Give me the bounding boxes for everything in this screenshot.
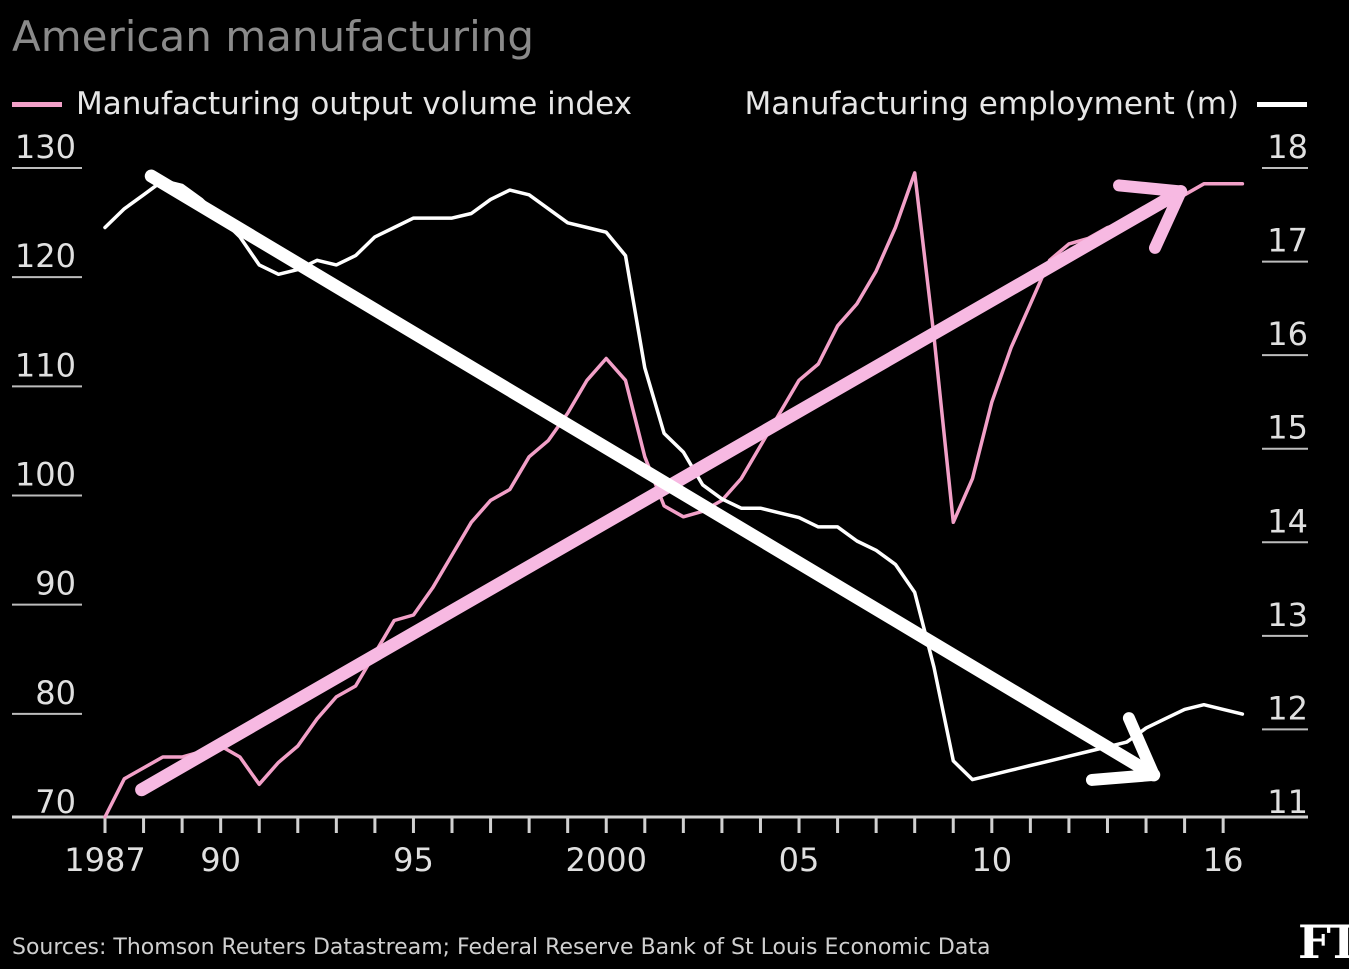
y-left-tick-label: 80 [35, 674, 76, 712]
employment-line [103, 178, 1245, 782]
legend-employment: Manufacturing employment (m) [744, 82, 1307, 126]
y-right-tick-label: 12 [1267, 689, 1308, 727]
y-left-tick-label: 70 [35, 783, 76, 821]
y-right-tick-label: 13 [1267, 596, 1308, 634]
employment-trend-arrow-head [1122, 712, 1160, 781]
x-tick-label: 90 [200, 841, 241, 879]
output-trend-arrow-head [1113, 179, 1187, 198]
output-index-line [103, 171, 1245, 819]
x-tick-label: 1987 [64, 841, 145, 879]
employment-trend-arrow-head [1085, 768, 1160, 786]
x-tick-label: 10 [971, 841, 1012, 879]
output-trend-arrow-shaft [135, 184, 1188, 797]
legend-output: Manufacturing output volume index [12, 82, 632, 126]
y-right-tick-label: 17 [1267, 222, 1308, 260]
legend-employment-swatch [1257, 101, 1307, 107]
y-left-tick-label: 100 [15, 456, 76, 494]
y-left-tick-label: 120 [15, 237, 76, 275]
y-left-tick-label: 130 [15, 128, 76, 166]
x-tick-label: 16 [1203, 841, 1244, 879]
y-left-tick-label: 90 [35, 565, 76, 603]
output-trend-arrow [135, 179, 1188, 797]
x-tick-label: 2000 [566, 841, 647, 879]
y-right-tick-label: 11 [1267, 783, 1308, 821]
chart-title: American manufacturing [12, 12, 535, 61]
y-right-tick-label: 18 [1267, 128, 1308, 166]
employment-trend-arrow [144, 169, 1161, 786]
legend-output-label: Manufacturing output volume index [76, 86, 632, 122]
y-right-tick-label: 15 [1267, 409, 1308, 447]
y-right-tick-label: 16 [1267, 315, 1308, 353]
legend-employment-label: Manufacturing employment (m) [744, 86, 1239, 122]
ft-logo: FT [1298, 915, 1349, 969]
x-tick-label: 05 [779, 841, 820, 879]
legend-output-swatch [12, 101, 62, 107]
x-tick-label: 95 [393, 841, 434, 879]
y-left-tick-label: 110 [15, 346, 76, 384]
y-right-tick-label: 14 [1267, 502, 1308, 540]
employment-trend-arrow-shaft [144, 169, 1161, 782]
source-note: Sources: Thomson Reuters Datastream; Fed… [12, 935, 991, 960]
output-trend-arrow-head [1148, 185, 1187, 254]
